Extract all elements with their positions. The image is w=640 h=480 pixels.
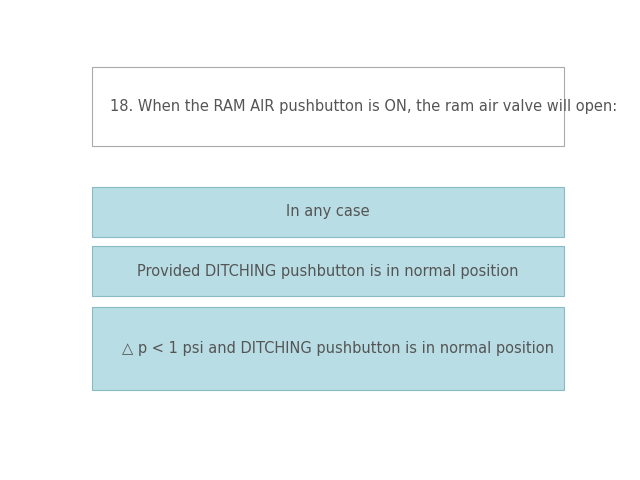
FancyBboxPatch shape — [92, 187, 564, 237]
FancyBboxPatch shape — [92, 307, 564, 390]
Text: 18. When the RAM AIR pushbutton is ON, the ram air valve will open:: 18. When the RAM AIR pushbutton is ON, t… — [110, 99, 617, 114]
FancyBboxPatch shape — [92, 67, 564, 146]
Text: Provided DITCHING pushbutton is in normal position: Provided DITCHING pushbutton is in norma… — [137, 264, 519, 278]
Text: In any case: In any case — [286, 204, 370, 219]
FancyBboxPatch shape — [92, 246, 564, 296]
Text: △ p < 1 psi and DITCHING pushbutton is in normal position: △ p < 1 psi and DITCHING pushbutton is i… — [122, 341, 554, 356]
